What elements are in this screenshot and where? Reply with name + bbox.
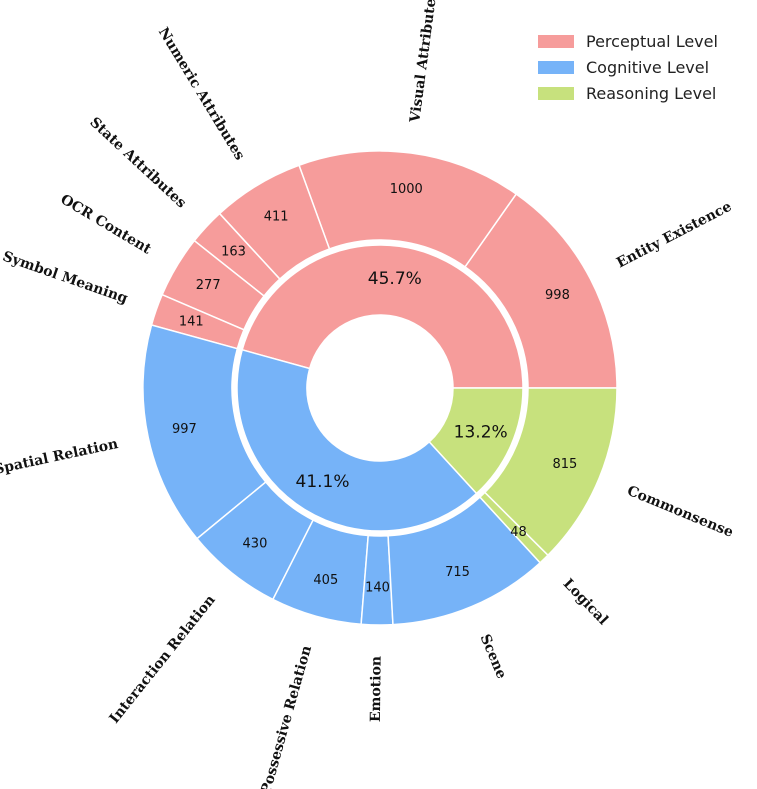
chart-labels: 998 Entity Existence 1000 Visual Attributes… <box>0 0 736 789</box>
category-label-scene: Scene <box>477 632 510 681</box>
inner-ring <box>236 244 524 532</box>
wedge-commonsense <box>483 387 618 557</box>
value-label-commonsense: 815 <box>552 457 577 472</box>
category-label-entity-existence: Entity Existence <box>614 199 734 272</box>
value-label-scene: 715 <box>445 565 470 580</box>
value-label-state-attributes: 163 <box>221 244 246 259</box>
category-label-symbol-meaning: Symbol Meaning <box>0 249 129 308</box>
category-label-logical: Logical <box>560 576 611 628</box>
legend-label: Perceptual Level <box>586 31 718 51</box>
percent-label-cognitive-level: 41.1% <box>296 472 350 492</box>
value-label-numeric-attributes: 411 <box>264 210 289 225</box>
value-label-visual-attributes: 1000 <box>390 182 423 197</box>
category-label-interaction-relation: Interaction Relation <box>106 592 218 726</box>
inner-wedge-reasoning-level <box>428 387 524 495</box>
category-label-spatial-relation: Spatial Relation <box>0 436 120 478</box>
legend-swatch <box>538 86 574 100</box>
outer-ring <box>142 150 618 626</box>
category-label-numeric-attributes: Numeric Attributes <box>155 25 248 164</box>
legend-label: Reasoning Level <box>586 83 717 103</box>
value-label-possessive-relation: 405 <box>313 573 338 588</box>
value-label-entity-existence: 998 <box>545 288 570 303</box>
category-label-state-attributes: State Attributes <box>86 114 189 211</box>
inner-wedge-perceptual-level <box>241 244 524 389</box>
category-label-emotion: Emotion <box>368 656 385 722</box>
legend-label: Cognitive Level <box>586 57 710 77</box>
percent-label-perceptual-level: 45.7% <box>368 269 422 289</box>
legend-swatch <box>538 34 574 48</box>
legend-item-reasoning: Reasoning Level <box>538 80 718 106</box>
legend-item-perceptual: Perceptual Level <box>538 28 718 54</box>
percent-label-reasoning-level: 13.2% <box>454 422 508 442</box>
category-label-commonsense: Commonsense <box>625 483 736 541</box>
legend: Perceptual Level Cognitive Level Reasoni… <box>538 28 718 106</box>
value-label-interaction-relation: 430 <box>243 537 268 552</box>
category-label-ocr-content: OCR Content <box>58 191 155 258</box>
category-label-visual-attributes: Visual Attributes <box>407 0 440 124</box>
value-label-spatial-relation: 997 <box>172 422 197 437</box>
inner-wedge-cognitive-level <box>236 348 478 532</box>
value-label-ocr-content: 277 <box>196 278 221 293</box>
value-label-logical: 48 <box>510 525 527 540</box>
legend-item-cognitive: Cognitive Level <box>538 54 718 80</box>
value-label-emotion: 140 <box>365 580 390 595</box>
category-label-possessive-relation: Possessive Relation <box>258 644 315 789</box>
legend-swatch <box>538 60 574 74</box>
value-label-symbol-meaning: 141 <box>179 314 204 329</box>
